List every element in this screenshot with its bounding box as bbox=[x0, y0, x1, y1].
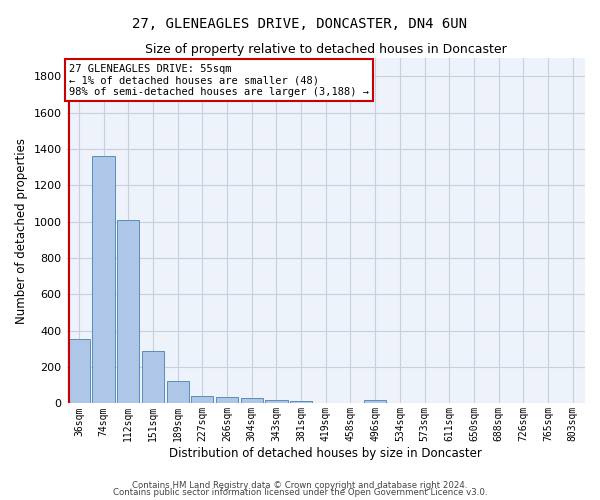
Bar bbox=[364, 400, 386, 404]
Bar bbox=[68, 339, 90, 404]
Bar bbox=[92, 156, 115, 404]
Text: 27, GLENEAGLES DRIVE, DONCASTER, DN4 6UN: 27, GLENEAGLES DRIVE, DONCASTER, DN4 6UN bbox=[133, 18, 467, 32]
Bar bbox=[216, 397, 238, 404]
Bar bbox=[265, 400, 287, 404]
Bar bbox=[191, 396, 214, 404]
Bar bbox=[117, 220, 139, 404]
Bar bbox=[241, 398, 263, 404]
Text: Contains HM Land Registry data © Crown copyright and database right 2024.: Contains HM Land Registry data © Crown c… bbox=[132, 480, 468, 490]
Y-axis label: Number of detached properties: Number of detached properties bbox=[15, 138, 28, 324]
X-axis label: Distribution of detached houses by size in Doncaster: Distribution of detached houses by size … bbox=[169, 447, 482, 460]
Title: Size of property relative to detached houses in Doncaster: Size of property relative to detached ho… bbox=[145, 42, 506, 56]
Bar bbox=[142, 350, 164, 404]
Text: Contains public sector information licensed under the Open Government Licence v3: Contains public sector information licen… bbox=[113, 488, 487, 497]
Text: 27 GLENEAGLES DRIVE: 55sqm
← 1% of detached houses are smaller (48)
98% of semi-: 27 GLENEAGLES DRIVE: 55sqm ← 1% of detac… bbox=[69, 64, 369, 96]
Bar bbox=[167, 380, 189, 404]
Bar bbox=[290, 400, 312, 404]
